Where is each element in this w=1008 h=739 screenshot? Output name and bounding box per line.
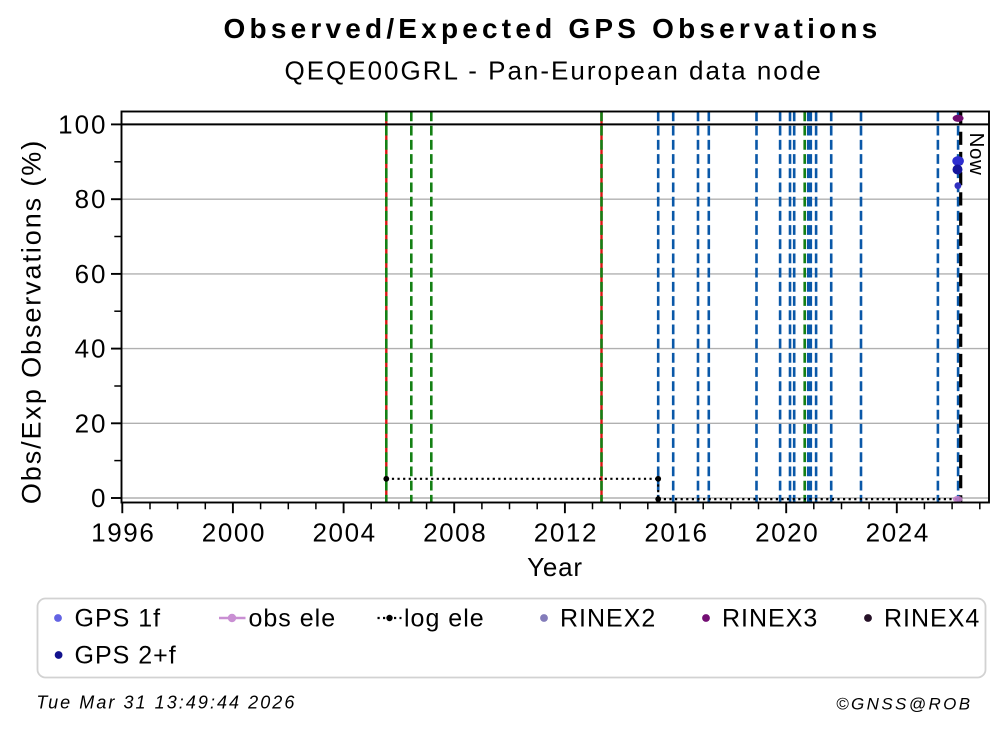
svg-text:Year: Year — [527, 552, 583, 582]
svg-text:2012: 2012 — [534, 517, 598, 547]
svg-text:60: 60 — [75, 259, 108, 289]
svg-text:2020: 2020 — [755, 517, 819, 547]
svg-text:Tue Mar 31 13:49:44 2026: Tue Mar 31 13:49:44 2026 — [36, 693, 296, 713]
svg-text:Obs/Exp Observations (%): Obs/Exp Observations (%) — [17, 139, 47, 504]
svg-text:©GNSS@ROB: ©GNSS@ROB — [836, 695, 972, 714]
svg-text:0: 0 — [91, 483, 107, 513]
svg-text:2004: 2004 — [312, 517, 376, 547]
svg-text:1996: 1996 — [91, 517, 155, 547]
svg-text:2024: 2024 — [866, 517, 930, 547]
svg-text:GPS 1f: GPS 1f — [75, 605, 162, 633]
svg-text:Observed/Expected GPS Observat: Observed/Expected GPS Observations — [224, 13, 882, 44]
svg-text:100: 100 — [58, 109, 107, 139]
svg-text:2016: 2016 — [644, 517, 708, 547]
svg-text:log ele: log ele — [404, 605, 485, 633]
svg-text:40: 40 — [75, 334, 108, 364]
svg-text:RINEX3: RINEX3 — [722, 605, 818, 633]
svg-text:2008: 2008 — [423, 517, 487, 547]
svg-text:RINEX2: RINEX2 — [560, 605, 656, 633]
svg-text:obs ele: obs ele — [249, 605, 337, 633]
svg-text:2000: 2000 — [202, 517, 266, 547]
svg-text:Now: Now — [965, 133, 988, 176]
svg-text:80: 80 — [75, 184, 108, 214]
svg-text:RINEX4: RINEX4 — [884, 605, 980, 633]
svg-text:QEQE00GRL - Pan-European data: QEQE00GRL - Pan-European data node — [284, 56, 822, 86]
svg-text:20: 20 — [75, 408, 108, 438]
svg-text:GPS 2+f: GPS 2+f — [75, 642, 177, 670]
